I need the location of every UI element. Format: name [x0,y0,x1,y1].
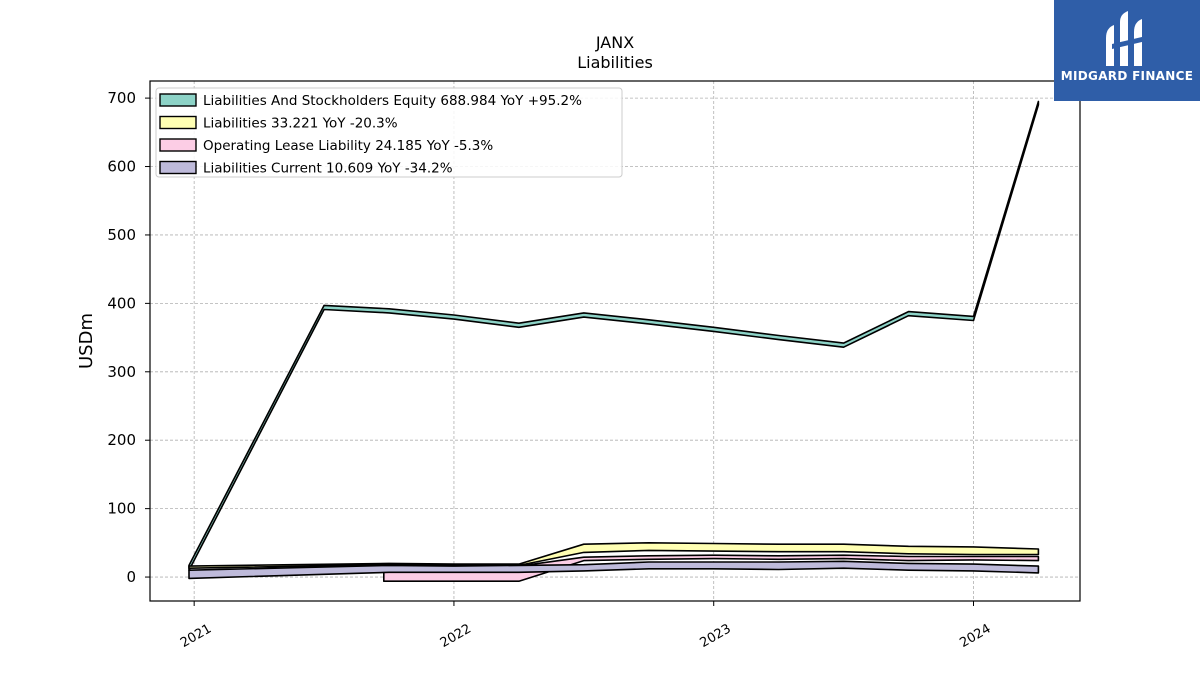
brand-logo: MIDGARD FINANCE [1054,0,1200,101]
series-layer [188,100,1040,582]
y-tick-label: 200 [107,431,136,449]
y-tick-label: 600 [107,158,136,176]
legend-label: Operating Lease Liability 24.185 YoY -5.… [203,138,493,154]
chart-title: JANX [595,33,634,52]
x-tick-label: 2023 [698,621,734,651]
legend-swatch [159,138,197,152]
legend-swatch [159,160,197,175]
legend-label: Liabilities 33.221 YoY -20.3% [203,116,398,132]
series-band-3 [188,560,1040,580]
legend-box [155,87,623,178]
x-tick-label: 2024 [957,621,993,651]
x-tick-label: 2022 [438,621,474,651]
legend-swatch [159,93,197,107]
legend-label: Liabilities And Stockholders Equity 688.… [203,93,582,109]
plot-frame [149,80,1081,602]
x-tick-label: 2021 [178,621,214,651]
brand-name: MIDGARD FINANCE [1060,69,1194,83]
y-axis-label: USDm [76,313,97,369]
y-tick-label: 100 [107,500,136,518]
brand-mark-icon [1106,11,1146,66]
y-tick-label: 0 [126,568,136,586]
legend-swatch [159,115,197,130]
y-tick-label: 400 [107,294,136,312]
legend-label: Liabilities Current 10.609 YoY -34.2% [203,161,453,177]
series-band-0 [188,100,1040,571]
y-tick-label: 300 [107,363,136,381]
chart-subtitle: Liabilities [577,53,653,72]
y-tick-label: 500 [107,226,136,244]
y-tick-label: 700 [107,89,136,107]
axis-ticks: 0 100 200 300 400 500 600 700 2021 2022 2023 2024 [107,89,993,651]
legend: Liabilities And Stockholders Equity 688.… [155,87,623,178]
